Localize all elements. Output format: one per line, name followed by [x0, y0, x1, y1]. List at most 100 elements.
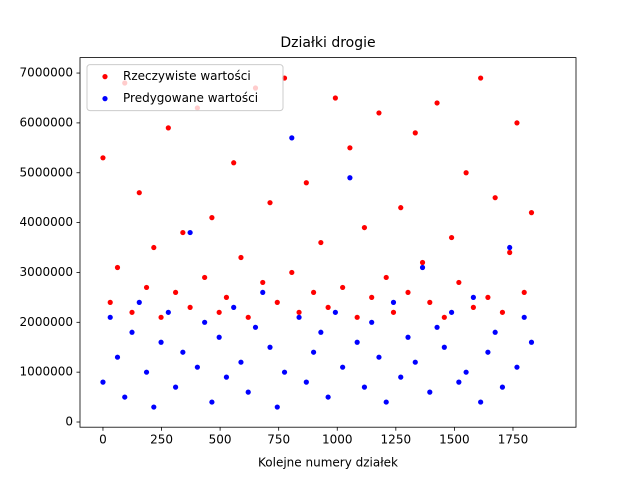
point [456, 379, 462, 385]
point [281, 369, 288, 375]
point [492, 195, 498, 201]
chart-title: Działki drogie [280, 35, 375, 51]
point [390, 309, 397, 315]
legend: Rzeczywiste wartości Predygowane wartości [86, 64, 284, 112]
point [492, 329, 498, 335]
point [303, 379, 309, 385]
legend-box [86, 64, 284, 112]
point [463, 369, 469, 375]
y-tick-label: 0 [65, 415, 73, 429]
legend-marker [102, 74, 108, 80]
legend-label: Predygowane wartości [123, 91, 258, 105]
point [252, 324, 259, 330]
point [209, 215, 215, 221]
point [100, 379, 106, 385]
point [180, 229, 186, 236]
point [441, 344, 447, 350]
point [122, 394, 128, 400]
point [209, 399, 215, 405]
y-tick-label: 4000000 [20, 215, 73, 229]
point [478, 399, 484, 405]
point [412, 130, 418, 136]
point [238, 254, 244, 261]
point [245, 314, 251, 320]
point [528, 339, 535, 345]
point [485, 294, 491, 300]
point [405, 289, 411, 296]
point [114, 354, 121, 360]
x-tick-label: 500 [209, 433, 232, 447]
point [507, 249, 513, 256]
point [151, 404, 157, 410]
point [310, 349, 317, 355]
point [318, 329, 324, 335]
point [136, 190, 142, 196]
y-tick-label: 7000000 [20, 66, 73, 80]
x-tick-label: 1500 [439, 433, 470, 447]
point [172, 289, 179, 296]
x-tick-label: 750 [267, 433, 290, 447]
point [463, 170, 469, 176]
point [390, 299, 397, 305]
point [231, 160, 237, 166]
point [187, 229, 193, 236]
point [223, 294, 230, 300]
point [310, 289, 317, 296]
point [376, 110, 382, 116]
point [100, 155, 106, 161]
point [231, 304, 237, 310]
point [165, 309, 171, 315]
point [499, 384, 506, 390]
point [369, 294, 375, 300]
y-tick-label: 5000000 [20, 165, 73, 179]
point [274, 404, 280, 410]
point [158, 339, 164, 345]
point [383, 274, 389, 281]
point [398, 374, 404, 380]
point [303, 180, 309, 186]
point [289, 269, 295, 276]
x-tick-label: 250 [150, 433, 173, 447]
point [267, 200, 273, 206]
point [296, 314, 302, 320]
point [274, 299, 280, 305]
point [427, 389, 433, 395]
point [245, 389, 251, 395]
point [325, 304, 331, 310]
point [354, 339, 360, 345]
x-tick-label: 1000 [322, 433, 353, 447]
point [369, 319, 375, 325]
point [347, 175, 353, 181]
point [318, 239, 324, 246]
y-tick-label: 3000000 [20, 265, 73, 279]
point [238, 359, 244, 365]
point [521, 314, 527, 320]
point [202, 319, 208, 325]
x-tick-label: 1750 [498, 433, 529, 447]
point [223, 374, 230, 380]
x-tick-label: 0 [99, 433, 107, 447]
point [448, 234, 455, 241]
plot-frame [79, 57, 577, 428]
y-tick-label: 1000000 [20, 365, 73, 379]
x-axis-label: Kolejne numery działek [258, 456, 398, 470]
point [325, 394, 331, 400]
point [194, 364, 200, 370]
point [340, 364, 346, 370]
point [412, 359, 418, 365]
point [267, 344, 273, 350]
point [129, 329, 135, 335]
point [398, 205, 404, 211]
point [427, 299, 433, 305]
point [187, 304, 193, 310]
point [165, 125, 171, 131]
point [361, 384, 368, 390]
x-tick-label: 1250 [381, 433, 412, 447]
point [514, 364, 520, 370]
point [470, 294, 476, 300]
point [296, 309, 302, 315]
point [383, 399, 389, 405]
point [202, 274, 208, 281]
point [260, 289, 266, 296]
